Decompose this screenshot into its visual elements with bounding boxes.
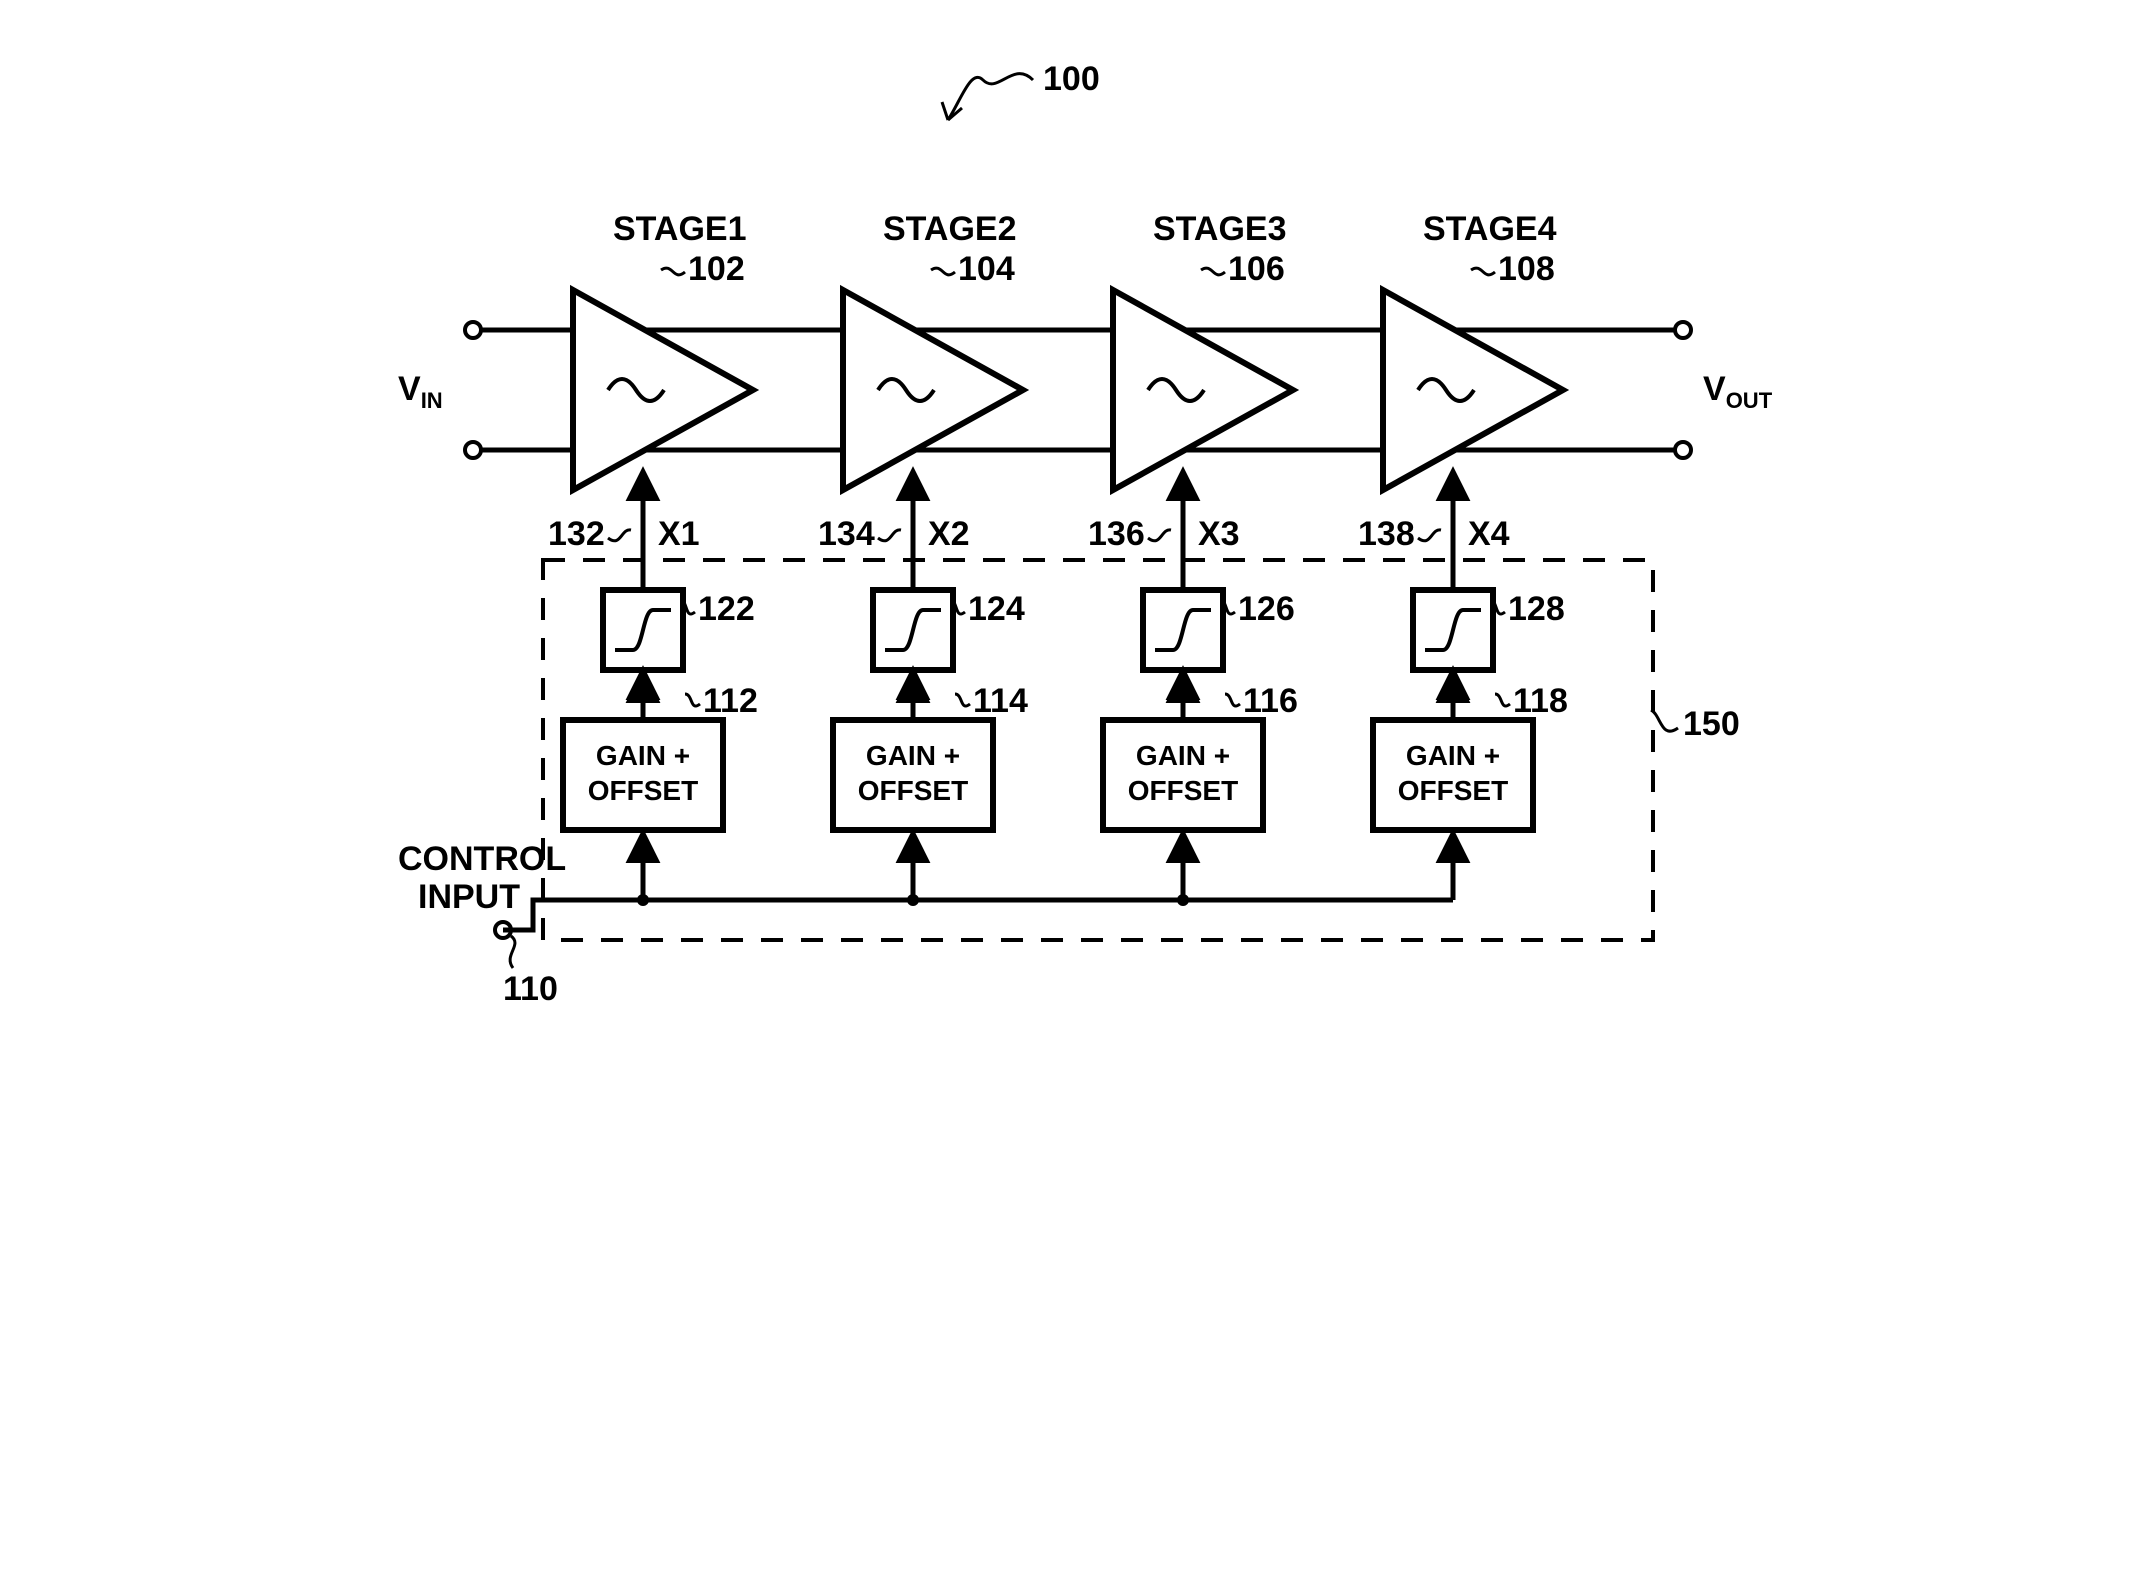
box-ref-leader — [1651, 710, 1678, 731]
gain-text-1: GAIN + — [865, 740, 959, 771]
limiter-ref: 126 — [1238, 590, 1295, 628]
stage-3 — [1103, 268, 1293, 906]
vout-terminal-top — [1675, 322, 1691, 338]
limiter-ref: 122 — [698, 590, 755, 628]
control-box-ref: 150 — [1683, 705, 1740, 743]
vin-terminal-bot — [465, 442, 481, 458]
x-signal-label: X1 — [658, 515, 700, 553]
svg-text:VIN: VIN — [398, 370, 443, 413]
vout-terminal-bot — [1675, 442, 1691, 458]
vin-label: VIN — [398, 370, 443, 413]
gain-text-2: OFFSET — [857, 775, 967, 806]
figure-ref-leader — [948, 74, 1033, 120]
limiter-ref: 128 — [1508, 590, 1565, 628]
bus-junction — [1177, 894, 1189, 906]
gain-text-2: OFFSET — [1127, 775, 1237, 806]
figure-ref: 100 — [1043, 60, 1100, 98]
vin-terminal-top — [465, 322, 481, 338]
control-label-1: CONTROL — [398, 840, 566, 878]
gain-ref: 112 — [703, 682, 758, 720]
limiter-ref: 124 — [968, 590, 1025, 628]
control-label-2: INPUT — [418, 878, 520, 916]
x-signal-label: X4 — [1468, 515, 1510, 553]
stage-label: STAGE2 — [883, 210, 1017, 248]
gain-text-2: OFFSET — [587, 775, 697, 806]
stage-1 — [563, 268, 753, 906]
block-diagram: 100 VIN VOUT 150 CONTROLINPUT 110 STAGE1102 X1 1… — [343, 0, 1803, 1080]
stage-label: STAGE4 — [1423, 210, 1557, 248]
x-ref: 134 — [818, 515, 875, 553]
stage-label: STAGE3 — [1153, 210, 1287, 248]
stage-2 — [833, 268, 1023, 906]
gain-text-2: OFFSET — [1397, 775, 1507, 806]
svg-text:VOUT: VOUT — [1703, 370, 1773, 413]
vout-label: VOUT — [1703, 370, 1773, 413]
x-signal-label: X3 — [1198, 515, 1240, 553]
control-ref: 110 — [503, 970, 558, 1008]
gain-ref: 114 — [973, 682, 1028, 720]
amp-ref: 106 — [1228, 250, 1285, 288]
gain-ref: 118 — [1513, 682, 1568, 720]
amp-ref: 102 — [688, 250, 745, 288]
x-ref: 138 — [1358, 515, 1415, 553]
gain-text-1: GAIN + — [1405, 740, 1499, 771]
bus-junction — [907, 894, 919, 906]
gain-text-1: GAIN + — [595, 740, 689, 771]
x-signal-label: X2 — [928, 515, 970, 553]
stage-label: STAGE1 — [613, 210, 747, 248]
x-ref: 132 — [548, 515, 605, 553]
bus-junction — [637, 894, 649, 906]
x-ref: 136 — [1088, 515, 1145, 553]
control-ref-leader — [510, 936, 515, 968]
amp-ref: 104 — [958, 250, 1015, 288]
gain-text-1: GAIN + — [1135, 740, 1229, 771]
amp-ref: 108 — [1498, 250, 1555, 288]
gain-ref: 116 — [1243, 682, 1298, 720]
